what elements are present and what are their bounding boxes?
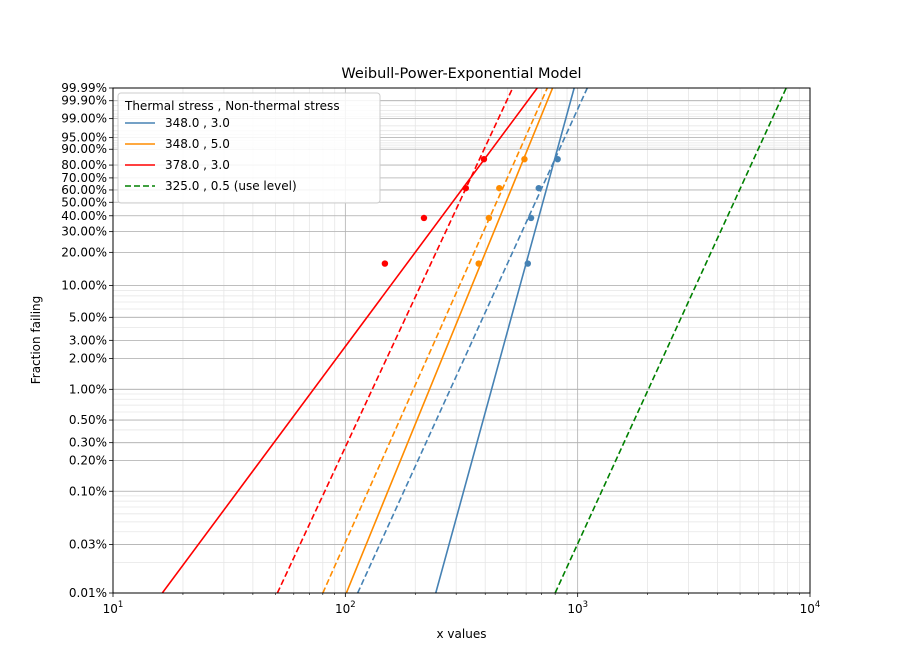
- series-line-3: [356, 88, 589, 593]
- series-line-1: [345, 88, 554, 593]
- legend: Thermal stress , Non-thermal stress 348.0…: [117, 92, 381, 204]
- legend-entry-label: 325.0 , 0.5 (use level): [165, 179, 297, 193]
- y-tick-label: 0.01%: [69, 586, 107, 600]
- series-point-1: [496, 184, 503, 192]
- series-line-0: [434, 88, 575, 593]
- chart-title: Weibull-Power-Exponential Model: [341, 66, 581, 82]
- y-tick-label: 90.00%: [61, 142, 107, 156]
- y-tick-label: 0.20%: [69, 454, 107, 468]
- x-tick-label: 101: [103, 600, 124, 616]
- y-tick-label: 0.50%: [69, 413, 107, 427]
- y-tick-label: 10.00%: [61, 279, 107, 293]
- axis-ticks: 101 102 103 104 0.01% 0.03% 0.10% 0.20% 0.30% 0.5…: [61, 81, 820, 616]
- series-line-4: [322, 88, 549, 593]
- series-point-0: [524, 260, 531, 267]
- series-point-0: [527, 214, 535, 222]
- y-tick-label: 80.00%: [61, 158, 107, 172]
- y-tick-label: 0.10%: [69, 484, 107, 498]
- x-tick-label: 104: [800, 600, 821, 616]
- y-tick-label: 99.90%: [61, 94, 107, 108]
- legend-title: Thermal stress , Non-thermal stress: [124, 99, 340, 113]
- x-tick-label: 102: [335, 600, 356, 616]
- y-tick-label: 0.30%: [69, 436, 107, 450]
- series-line-2: [161, 88, 538, 593]
- y-tick-label: 30.00%: [61, 225, 107, 239]
- series-line-6: [554, 88, 787, 593]
- legend-entry-label: 348.0 , 5.0: [165, 137, 230, 151]
- y-tick-label: 50.00%: [61, 195, 107, 209]
- x-tick-label: 103: [567, 600, 588, 616]
- series-layer: [161, 88, 787, 593]
- y-tick-label: 3.00%: [69, 333, 107, 347]
- y-tick-label: 1.00%: [69, 382, 107, 396]
- y-tick-label: 70.00%: [61, 171, 107, 185]
- y-tick-label: 99.99%: [61, 81, 107, 95]
- y-axis-label: Fraction failing: [29, 296, 43, 385]
- y-tick-label: 5.00%: [69, 310, 107, 324]
- series-point-2: [480, 155, 488, 163]
- series-point-2: [381, 260, 389, 267]
- series-point-1: [521, 155, 528, 163]
- y-tick-label: 60.00%: [61, 183, 107, 197]
- y-tick-label: 40.00%: [61, 209, 107, 223]
- y-tick-label: 2.00%: [69, 351, 107, 365]
- legend-entry-label: 348.0 , 3.0: [165, 116, 230, 130]
- y-tick-label: 99.00%: [61, 112, 107, 126]
- legend-box: [117, 92, 381, 204]
- y-tick-label: 0.03%: [69, 537, 107, 551]
- series-point-1: [475, 260, 482, 267]
- series-point-2: [420, 214, 428, 222]
- y-tick-label: 95.00%: [61, 131, 107, 145]
- series-line-5: [276, 88, 514, 593]
- legend-entry-label: 378.0 , 3.0: [165, 158, 230, 172]
- x-axis-label: x values: [437, 627, 487, 641]
- y-tick-label: 20.00%: [61, 245, 107, 259]
